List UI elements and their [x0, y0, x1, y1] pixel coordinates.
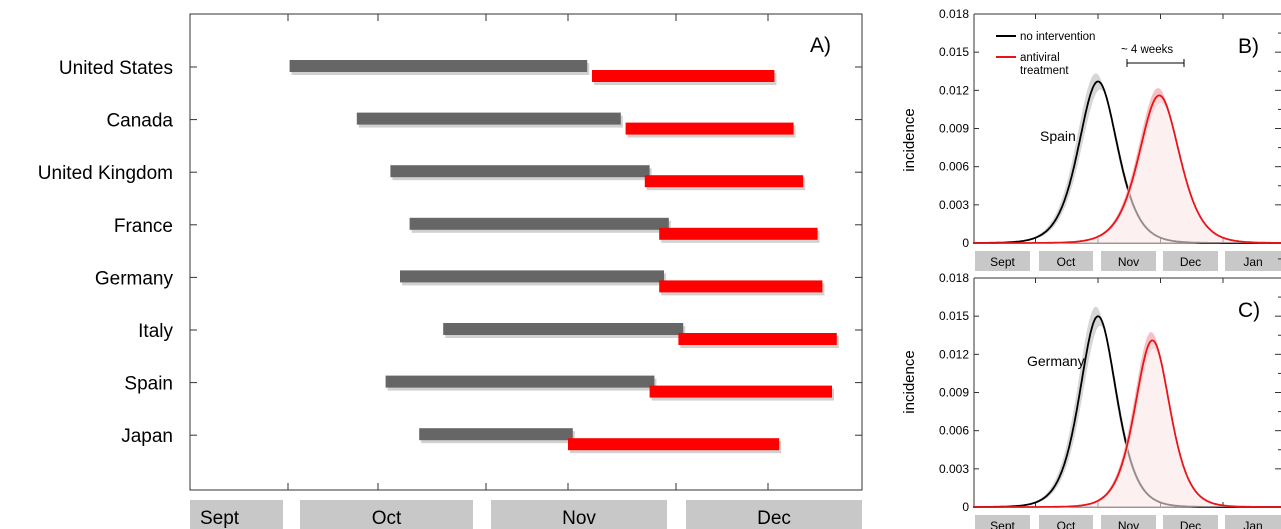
panel-c-tag: C) — [1238, 299, 1260, 322]
gray-bar — [356, 112, 621, 125]
category-label: Canada — [106, 111, 173, 132]
month-cell — [491, 500, 667, 529]
antiviral-line — [973, 339, 1281, 508]
y-tick-label: 0.012 — [939, 83, 969, 97]
red-bar — [659, 280, 823, 293]
category-label: Japan — [121, 426, 173, 447]
panel-b-country-label: Spain — [1040, 128, 1076, 144]
month-cell — [300, 500, 473, 529]
panel-c-ylabel: incidence — [901, 350, 918, 413]
month-cell — [1225, 251, 1281, 271]
gray-bar — [443, 323, 684, 335]
red-bar — [625, 122, 794, 135]
y-tick-label: 0.018 — [939, 7, 969, 21]
category-label: United Kingdom — [38, 163, 173, 184]
month-label: Sept — [990, 519, 1015, 529]
panel-a-ticks — [190, 14, 862, 490]
month-label: Dec — [1180, 519, 1201, 529]
month-label: Jan — [1243, 255, 1262, 269]
month-cell — [1163, 251, 1218, 271]
month-cell — [1225, 515, 1281, 529]
gray-bar — [385, 375, 655, 388]
antiviral-line — [973, 94, 1281, 244]
legend-label-antiviral: antiviral treatment — [1020, 52, 1069, 77]
legend-label-antiviral-line2: treatment — [1020, 65, 1069, 77]
antiviral-area — [973, 340, 1281, 507]
legend: no intervention antiviral treatment — [996, 31, 1095, 77]
red-bar — [659, 227, 818, 240]
panel-c-plot: 0 0.003 0.006 0.009 0.012 0.015 0.018 Sept Oct No… — [939, 258, 1281, 529]
month-label: Dec — [1180, 255, 1201, 269]
panel-b-plot: 0 0.003 0.006 0.009 0.012 0.015 0.018 Sept Oct No… — [939, 7, 1281, 271]
antiviral-area — [973, 95, 1281, 243]
month-cell — [1163, 515, 1218, 529]
y-tick-label: 0 — [962, 500, 969, 514]
panel-a-month-bar: Sept Oct Nov Dec — [190, 500, 862, 529]
month-cell — [686, 500, 862, 529]
y-tick-label: 0.006 — [939, 424, 969, 438]
month-cell — [1039, 515, 1093, 529]
panel-b-tag: B) — [1238, 35, 1259, 58]
red-bar — [592, 70, 775, 82]
month-label: Nov — [1118, 519, 1139, 529]
legend-label-no-intervention: no intervention — [1020, 31, 1095, 43]
category-label: France — [114, 216, 173, 237]
panel-c: incidence 0 0.003 0.006 0.009 0.012 0.015 0.01… — [901, 258, 1281, 529]
month-label: Oct — [372, 508, 402, 529]
month-label: Sept — [200, 508, 240, 529]
gray-bar — [400, 270, 664, 283]
y-tick-label: 0.015 — [939, 45, 969, 59]
category-label: Spain — [124, 374, 173, 395]
y-tick-label: 0.018 — [939, 271, 969, 285]
category-label: United States — [59, 58, 173, 79]
y-tick-label: 0.012 — [939, 347, 969, 361]
panel-a-category-labels: United States Canada United Kingdom France G… — [38, 58, 174, 447]
delay-label: ~ 4 weeks — [1121, 44, 1173, 56]
month-label: Jan — [1243, 519, 1262, 529]
category-label: Germany — [95, 268, 174, 289]
month-label: Oct — [1057, 255, 1076, 269]
panel-a-bars — [289, 60, 839, 454]
y-tick-label: 0 — [962, 236, 969, 250]
gray-bar — [289, 60, 588, 72]
month-cell — [1039, 251, 1093, 271]
red-bar — [649, 385, 832, 398]
y-tick-label: 0.009 — [939, 386, 969, 400]
panel-b-ylabel: incidence — [901, 108, 918, 171]
gray-bar — [409, 217, 669, 230]
month-cell — [190, 500, 283, 529]
month-label: Dec — [757, 508, 791, 529]
gray-bar — [419, 428, 573, 441]
month-cell — [1101, 251, 1156, 271]
red-bar — [568, 438, 780, 451]
y-tick-label: 0.009 — [939, 122, 969, 136]
month-cell — [975, 515, 1030, 529]
y-tick-label: 0.003 — [939, 462, 969, 476]
y-tick-label: 0.006 — [939, 160, 969, 174]
category-label: Italy — [138, 321, 173, 342]
month-label: Nov — [1118, 255, 1139, 269]
month-cell — [1101, 515, 1156, 529]
panel-c-country-label: Germany — [1027, 353, 1085, 369]
y-tick-label: 0.015 — [939, 309, 969, 323]
month-label: Nov — [562, 508, 596, 529]
month-label: Oct — [1057, 519, 1076, 529]
red-bar — [678, 333, 837, 345]
panel-a-tag: A) — [810, 34, 831, 57]
panel-a: United States Canada United Kingdom France G… — [38, 13, 863, 529]
month-cell — [975, 251, 1030, 271]
panel-b: incidence 0 0.003 0.006 0.009 0.012 0.015 0.01… — [901, 7, 1281, 271]
y-tick-label: 0.003 — [939, 198, 969, 212]
delay-annotation: ~ 4 weeks — [1121, 44, 1185, 67]
panel-a-frame — [189, 13, 863, 491]
month-label: Sept — [990, 255, 1015, 269]
red-bar — [644, 175, 804, 188]
legend-label-antiviral-line1: antiviral — [1020, 52, 1060, 64]
gray-bar — [390, 165, 650, 178]
